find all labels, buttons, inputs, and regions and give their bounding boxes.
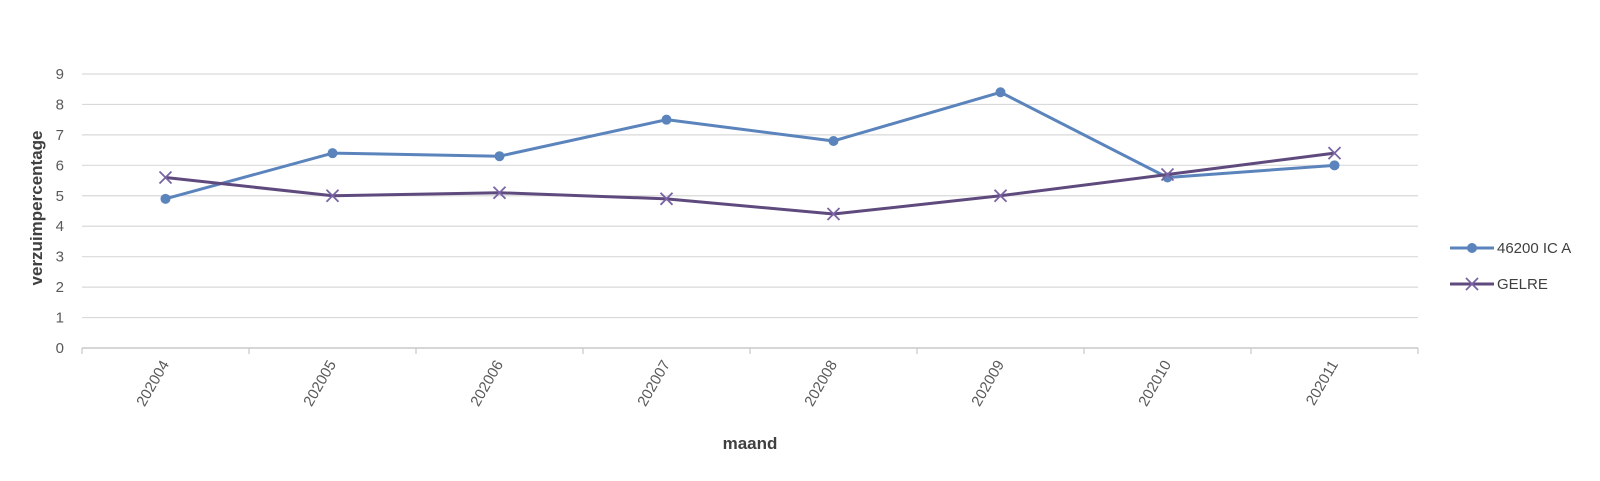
y-tick-label: 2 bbox=[56, 279, 64, 296]
legend: 46200 IC A GELRE bbox=[1450, 240, 1571, 293]
legend-label: GELRE bbox=[1497, 276, 1548, 293]
y-axis-title: verzuimpercentage bbox=[27, 131, 46, 286]
y-tick-label: 7 bbox=[56, 127, 64, 144]
series-line bbox=[165, 151, 1335, 216]
x-axis bbox=[81, 347, 1419, 354]
y-tick-label: 6 bbox=[56, 157, 64, 174]
y-tick-label: 4 bbox=[56, 218, 64, 235]
data-point bbox=[826, 207, 841, 221]
y-tick-label: 3 bbox=[56, 249, 64, 266]
gridlines bbox=[82, 73, 1418, 319]
x-axis-ticks: 202004 202005 202006 202007 202008 202009 2020… bbox=[133, 358, 1342, 410]
x-tick-label: 202009 bbox=[968, 358, 1008, 410]
data-point bbox=[995, 87, 1006, 98]
data-point bbox=[1160, 167, 1175, 182]
series-group bbox=[158, 87, 1342, 221]
legend-item-1: GELRE bbox=[1450, 276, 1548, 293]
data-point bbox=[158, 170, 173, 185]
y-tick-label: 1 bbox=[56, 310, 64, 327]
series-1 bbox=[158, 146, 1342, 221]
y-tick-label: 8 bbox=[56, 96, 64, 113]
data-point bbox=[327, 148, 338, 159]
legend-item-0: 46200 IC A bbox=[1450, 240, 1571, 257]
data-point bbox=[492, 186, 507, 200]
x-tick-label: 202006 bbox=[467, 358, 507, 410]
data-point bbox=[1327, 146, 1342, 160]
y-tick-label: 0 bbox=[56, 340, 64, 357]
legend-marker bbox=[1467, 243, 1477, 253]
y-tick-label: 5 bbox=[56, 188, 64, 205]
series-line bbox=[165, 90, 1335, 201]
legend-label: 46200 IC A bbox=[1497, 240, 1571, 257]
data-point bbox=[659, 192, 674, 206]
y-axis-ticks: 0 1 2 3 4 5 6 7 8 9 bbox=[56, 66, 64, 357]
data-point bbox=[993, 189, 1008, 203]
legend-marker bbox=[1465, 277, 1479, 291]
x-tick-label: 202004 bbox=[133, 358, 173, 410]
data-point bbox=[494, 151, 505, 162]
data-point bbox=[160, 193, 171, 204]
x-tick-label: 202011 bbox=[1303, 358, 1342, 409]
data-point bbox=[1329, 160, 1340, 171]
x-axis-title: maand bbox=[723, 434, 778, 453]
x-tick-label: 202005 bbox=[300, 358, 340, 410]
x-tick-label: 202007 bbox=[634, 358, 674, 410]
data-point bbox=[325, 189, 340, 203]
data-point bbox=[661, 114, 672, 125]
x-tick-label: 202010 bbox=[1135, 358, 1175, 410]
y-tick-label: 9 bbox=[56, 66, 64, 83]
data-point bbox=[828, 135, 839, 146]
x-tick-label: 202008 bbox=[801, 358, 841, 410]
